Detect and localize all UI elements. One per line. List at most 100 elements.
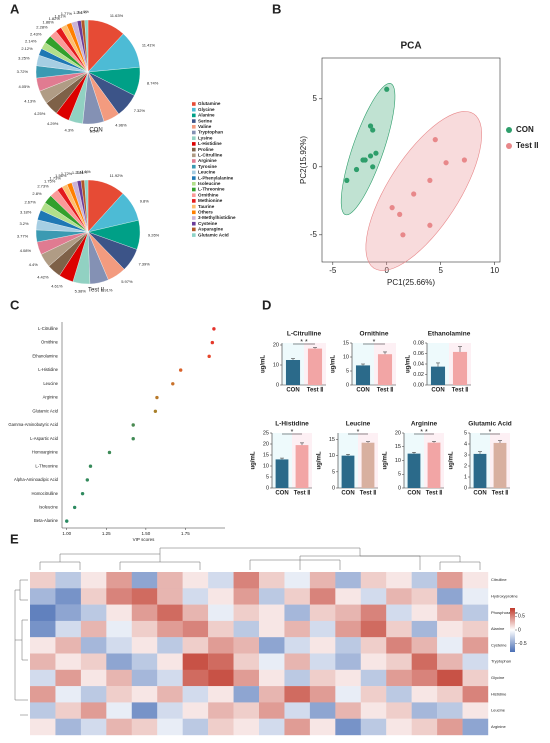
- legend-swatch: [192, 216, 196, 220]
- chart-title: L-Histidine: [275, 421, 309, 428]
- panel-label: C: [10, 297, 20, 312]
- dot: [155, 395, 159, 400]
- x-tick-label: 0: [385, 266, 390, 275]
- y-tick-label: 4: [464, 441, 467, 447]
- slice-label: 3.77%: [17, 234, 29, 239]
- legend-swatch: [192, 147, 196, 152]
- error-bar: [436, 362, 440, 367]
- point: [389, 205, 395, 211]
- heatmap-cell: [182, 653, 209, 670]
- x-tick-label: 10: [490, 266, 499, 275]
- heatmap-cell: [30, 604, 56, 622]
- heatmap-cell: [335, 653, 361, 670]
- heatmap-cell: [386, 604, 412, 622]
- error-bar: [346, 454, 350, 456]
- heatmap-cell: [233, 702, 260, 719]
- legend-swatch: [192, 199, 196, 203]
- slice-label: 4.08%: [20, 248, 32, 253]
- heatmap-cell: [437, 572, 463, 589]
- heatmap-cell: [80, 620, 107, 638]
- heatmap-cell: [411, 702, 438, 719]
- heatmap-cell: [259, 620, 285, 638]
- legend-swatch: [192, 113, 196, 118]
- heatmap-cell: [106, 718, 132, 736]
- slice-label: 5.97%: [121, 279, 133, 284]
- slice-label: 11.41%: [142, 43, 156, 48]
- heatmap-cell: [182, 718, 209, 736]
- x-tick-label: 1.50: [141, 531, 150, 536]
- pie-title: CON: [89, 128, 102, 134]
- slice-label: 4.96%: [115, 122, 127, 127]
- panel-label: E: [10, 531, 19, 546]
- colorbar: [510, 608, 515, 652]
- heatmap-cell: [309, 669, 336, 687]
- heatmap-cell: [284, 669, 311, 687]
- slice-label: 2.12%: [21, 46, 33, 51]
- heatmap-cell: [411, 653, 438, 670]
- bar: [452, 351, 468, 385]
- dot: [65, 519, 69, 523]
- legend-swatch: [192, 130, 196, 135]
- point: [427, 177, 433, 183]
- slice-label: 9.8%: [140, 199, 150, 204]
- legend-label: Cysteine: [198, 221, 218, 226]
- heatmap-cell: [131, 686, 158, 703]
- heatmap-cell: [462, 653, 489, 670]
- significance-label: *: [291, 429, 294, 436]
- y-axis-label: ug/mL: [317, 451, 323, 469]
- legend-swatch: [506, 143, 512, 149]
- heatmap-cell: [437, 702, 463, 719]
- dot: [210, 340, 215, 345]
- legend-swatch: [192, 159, 196, 163]
- heatmap-cell: [80, 718, 107, 736]
- heatmap-cell: [80, 686, 107, 703]
- heatmap-cell: [233, 686, 260, 703]
- heatmap-cell: [284, 620, 311, 638]
- y-tick-label: 10: [329, 453, 335, 459]
- chart-title: Arginine: [411, 421, 438, 428]
- x-tick-label: 1.00: [62, 531, 71, 536]
- heatmap-cell: [386, 718, 412, 736]
- y-axis-label: ug/mL: [251, 451, 257, 469]
- point: [344, 177, 350, 183]
- heatmap-cell: [233, 572, 260, 589]
- heatmap-cell: [157, 637, 183, 654]
- y-tick-label: 10: [273, 362, 279, 368]
- significance-label: * *: [300, 339, 308, 346]
- heatmap-cell: [80, 588, 107, 605]
- heatmap-cell: [80, 702, 107, 719]
- legend-label: Valine: [198, 124, 212, 129]
- heatmap-cell: [437, 620, 463, 638]
- legend-swatch: [192, 102, 196, 106]
- heatmap-cell: [360, 604, 387, 622]
- heatmap-cell: [30, 637, 56, 654]
- heatmap-cell: [462, 669, 489, 687]
- heatmap-cell: [386, 637, 412, 654]
- y-tick-label: L-Histidine: [38, 367, 58, 372]
- legend-label: Arginine: [198, 158, 217, 163]
- legend-label: Alanine: [198, 113, 215, 118]
- x-tick-label: Test Ⅱ: [426, 490, 443, 497]
- y-tick-label: 20: [273, 342, 279, 348]
- y-tick-label: Alpha-Aminoadipic Acid: [14, 477, 59, 482]
- legend-label: CON: [516, 125, 534, 134]
- legend-label: Proline: [198, 147, 214, 152]
- legend-label: 3-Methylhistidine: [198, 215, 236, 220]
- heatmap-cell: [462, 620, 489, 638]
- heatmap-cell: [131, 702, 158, 719]
- legend-label: Lysine: [198, 135, 213, 140]
- y-tick-label: Homoarginine: [32, 450, 59, 455]
- heatmap-cell: [360, 686, 387, 703]
- x-axis-label: PC1(25.66%): [387, 278, 435, 287]
- legend-swatch: [192, 221, 196, 226]
- slice-label: 11.92%: [110, 173, 124, 178]
- slice-label: 1.75%: [44, 179, 56, 184]
- pie-slice: [84, 19, 89, 73]
- point: [367, 153, 374, 159]
- y-axis-label: ug/mL: [261, 355, 267, 373]
- legend-swatch: [192, 176, 196, 180]
- legend-swatch: [192, 227, 196, 232]
- y-tick-label: 5: [266, 474, 269, 480]
- y-tick-label: 15: [343, 340, 349, 346]
- heatmap-cell: [309, 686, 336, 703]
